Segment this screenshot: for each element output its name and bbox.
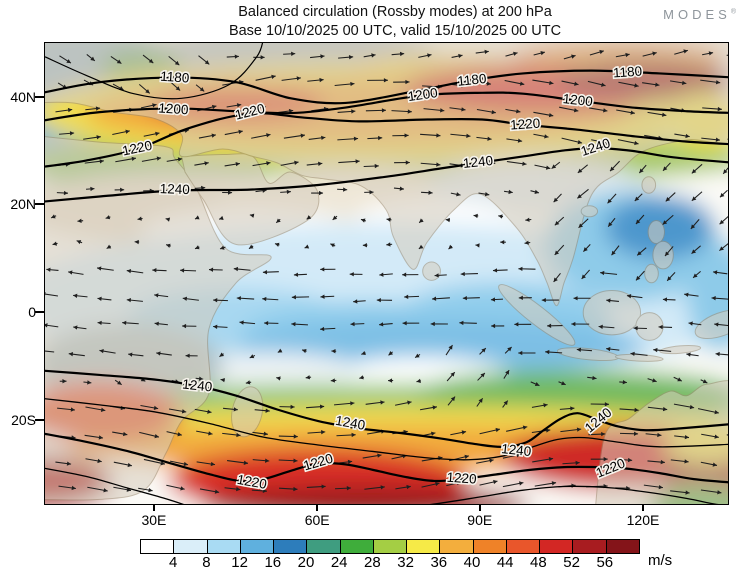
island (694, 309, 728, 340)
contour-label: 1240 (182, 376, 213, 394)
registered-mark: ® (730, 8, 736, 16)
colorbar-boundary-label: 4 (169, 554, 178, 571)
land-polygon (595, 380, 728, 504)
contour-line (45, 398, 728, 461)
lat-tick (35, 311, 44, 314)
lon-tick (641, 504, 644, 511)
colorbar-cell (506, 540, 541, 553)
colorbar-cell (274, 540, 308, 553)
island (641, 176, 657, 194)
colorbar-boundary-label: 44 (496, 554, 514, 571)
contour-label-group: 1180 1180 1180 1200 1200 1200 1220 1220 1220 1240… (119, 62, 644, 494)
colorbar-cell (407, 540, 441, 553)
colorbar-boundary-label: 52 (563, 554, 580, 571)
colorbar-cell (340, 540, 374, 553)
contour-line (45, 43, 264, 100)
lon-tick-label: 120E (626, 512, 660, 528)
contour-label: 1240 (159, 181, 190, 197)
contour-line (429, 485, 719, 504)
colorbar-boundary-label: 20 (297, 554, 315, 571)
contour-label: 1240 (334, 413, 366, 433)
island (580, 205, 599, 218)
land-polygon (180, 153, 320, 246)
lat-tick-label: 20S (11, 412, 36, 429)
contour-label: 1240 (462, 153, 493, 171)
lat-tick (35, 202, 44, 205)
wind-arrows (45, 49, 728, 495)
colorbar-boundary-label: 56 (596, 554, 614, 571)
lon-tick (316, 504, 319, 511)
colorbar-boundary-label: 40 (463, 554, 481, 571)
colorbar-units: m/s (648, 552, 673, 569)
contour-label: 1180 (457, 71, 487, 89)
contour-line (45, 147, 728, 203)
map-panel: 1180 1180 1180 1200 1200 1200 1220 1220 1220 1240… (44, 42, 729, 505)
colorbar-cell (573, 540, 607, 553)
island (644, 263, 659, 284)
colorbar-cell (174, 540, 208, 553)
wind-speed-colorbar (140, 539, 640, 554)
contour-label: 1180 (160, 69, 190, 86)
colorbar-cell (240, 540, 275, 553)
contour-line (45, 91, 728, 122)
colorbar-cell (373, 540, 408, 553)
island (582, 290, 642, 336)
colorbar-boundary-label: 8 (202, 554, 211, 571)
contour-label: 1240 (501, 441, 532, 459)
chart-title: Balanced circulation (Rossby modes) at 2… (238, 4, 552, 20)
contour-label: 1200 (158, 100, 189, 117)
contour-line (45, 112, 728, 168)
chart-subtitle: Base 10/10/2025 00 UTC, valid 15/10/2025… (228, 23, 562, 39)
colorbar-boundary-label: 36 (430, 554, 448, 571)
colorbar-cell (540, 540, 574, 553)
colorbar-boundary-label: 16 (264, 554, 282, 571)
colorbar-boundary-label: 32 (397, 554, 414, 571)
island (498, 284, 576, 346)
colorbar-cell (141, 540, 175, 553)
colorbar-boundary-label: 48 (530, 554, 547, 571)
geopotential-contours (45, 43, 728, 504)
wind-field-map: 1180 1180 1180 1200 1200 1200 1220 1220 1220 1240… (45, 43, 728, 504)
colorbar-boundary-label: 28 (364, 554, 381, 571)
contour-line (45, 467, 185, 504)
colorbar-cell (207, 540, 241, 553)
lat-tick-label: 20N (10, 195, 36, 212)
lat-tick (35, 419, 44, 422)
land-polygon (45, 43, 728, 307)
island (231, 386, 264, 438)
colorbar-boundary-label: 12 (231, 554, 248, 571)
chart-header: Balanced circulation (Rossby modes) at 2… (40, 3, 750, 41)
contour-label: 1220 (236, 472, 268, 492)
island (635, 312, 664, 341)
colorbar-labels: 4 8 12 16 20 24 28 32 36 40 44 48 52 56 (140, 552, 638, 571)
contour-label: 1220 (446, 470, 477, 487)
colorbar-cell (606, 540, 639, 553)
contour-line (45, 369, 728, 448)
lon-tick (152, 504, 155, 511)
lon-tick-label: 90E (467, 512, 493, 528)
modes-logo: MODES® (663, 7, 736, 22)
lat-tick (35, 95, 44, 98)
contour-line (45, 432, 728, 484)
contour-label: 1220 (510, 116, 541, 133)
contour-label: 1180 (613, 64, 643, 81)
contour-label: 1200 (562, 91, 593, 109)
lon-tick (478, 504, 481, 511)
lon-tick-label: 30E (141, 512, 167, 528)
colorbar-cell (440, 540, 474, 553)
modes-logo-text: MODES (663, 7, 731, 22)
island (652, 240, 674, 270)
contour-line (45, 69, 728, 105)
island (647, 219, 665, 245)
island (422, 261, 441, 281)
lat-tick-label: 40N (10, 88, 36, 105)
colorbar-cell (307, 540, 341, 553)
lon-tick-label: 60E (304, 512, 330, 528)
lat-tick-label: 0 (28, 304, 36, 321)
colorbar-cell (473, 540, 507, 553)
colorbar-boundary-label: 24 (330, 554, 348, 571)
contour-label: 1200 (407, 85, 439, 104)
